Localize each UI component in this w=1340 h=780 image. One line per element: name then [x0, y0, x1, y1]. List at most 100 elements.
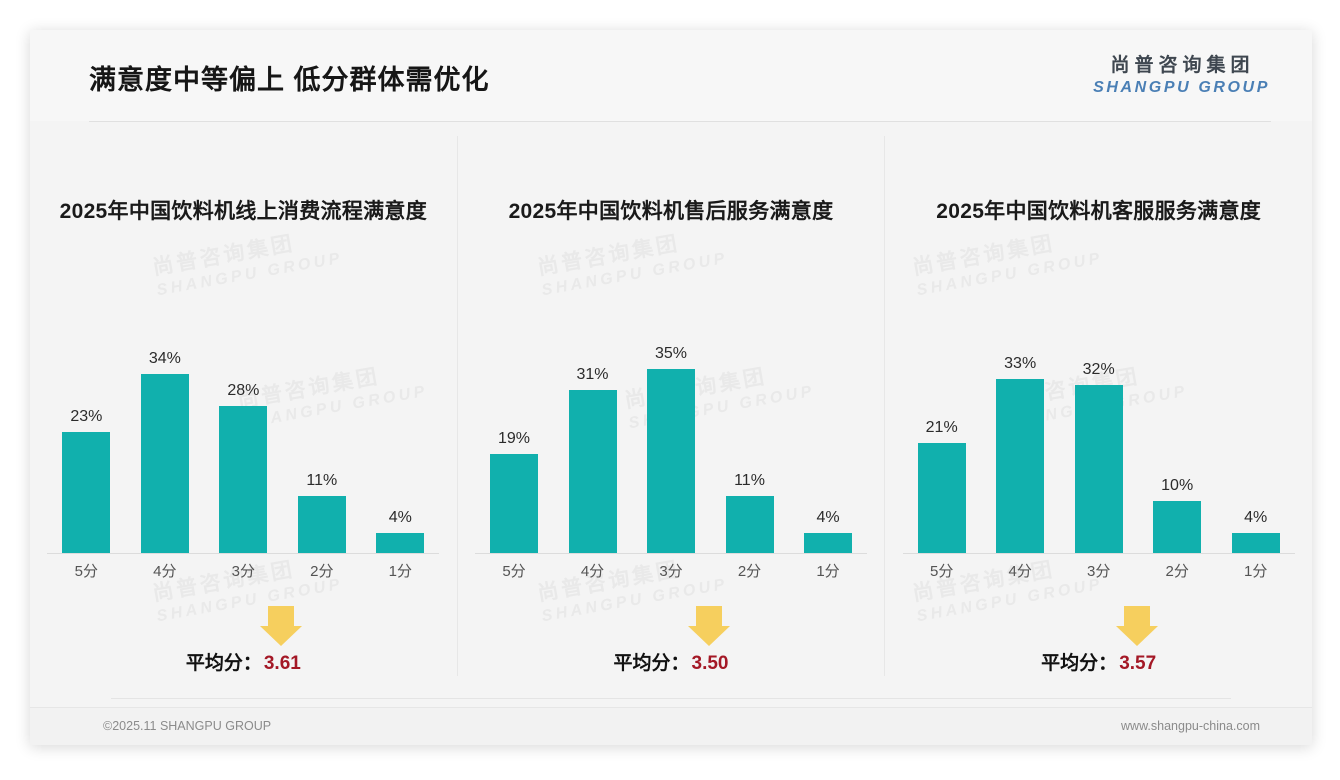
- footer-copyright: ©2025.11 SHANGPU GROUP: [103, 719, 272, 733]
- bar-item[interactable]: 4%: [367, 308, 433, 554]
- chart-plot: 19% 31% 35% 11%: [475, 308, 867, 554]
- x-axis-line: [902, 553, 1295, 554]
- bar-item[interactable]: 4%: [1223, 308, 1289, 554]
- chart-panel-customer-service: 2025年中国饮料机客服服务满意度 21% 33% 32%: [884, 136, 1312, 676]
- x-tick-label: 1分: [388, 563, 412, 580]
- bar[interactable]: [1153, 501, 1202, 554]
- chart-plot: 23% 34% 28% 11%: [47, 308, 440, 554]
- brand-logo-cn: 尚普咨询集团: [1110, 55, 1255, 76]
- bar-series: 21% 33% 32% 10%: [903, 308, 1295, 554]
- x-tick-label: 4分: [153, 563, 177, 580]
- x-axis-line: [475, 553, 867, 554]
- bar[interactable]: [490, 454, 538, 554]
- chart-title: 2025年中国饮料机售后服务满意度: [508, 200, 834, 223]
- chart-panel-online-process: 2025年中国饮料机线上消费流程满意度 23% 34% 28%: [30, 136, 457, 676]
- bar-item[interactable]: 31%: [560, 308, 626, 554]
- bar-value-label: 10%: [1161, 477, 1194, 494]
- arrow-row: [78, 604, 408, 648]
- bar-value-label: 23%: [70, 408, 103, 425]
- x-axis-labels: 5分 4分 3分 2分 1分: [475, 560, 867, 581]
- charts-row: 2025年中国饮料机线上消费流程满意度 23% 34% 28%: [30, 136, 1312, 676]
- x-tick-label: 3分: [1087, 563, 1111, 580]
- x-axis-line: [47, 553, 440, 554]
- x-axis-labels: 5分 4分 3分 2分 1分: [47, 560, 439, 581]
- bar-value-label: 35%: [654, 345, 688, 362]
- header-divider: [89, 121, 1271, 122]
- bar-item[interactable]: 33%: [987, 308, 1053, 554]
- bar-item[interactable]: 21%: [909, 308, 975, 554]
- page-title: 满意度中等偏上 低分群体需优化: [89, 65, 490, 95]
- x-tick-label: 4分: [580, 563, 605, 580]
- bar[interactable]: [568, 390, 617, 554]
- bar[interactable]: [917, 443, 966, 554]
- arrow-row: [934, 604, 1264, 648]
- bar-item[interactable]: 4%: [795, 308, 861, 554]
- bar-item[interactable]: 19%: [481, 308, 547, 554]
- bar-item[interactable]: 35%: [638, 308, 704, 554]
- average-score-text: 平均分： 3.50: [506, 648, 836, 675]
- bar-value-label: 33%: [1004, 355, 1037, 372]
- slide-footer: ©2025.11 SHANGPU GROUP www.shangpu-china…: [30, 707, 1312, 745]
- average-annotation: 平均分： 3.57: [934, 604, 1264, 675]
- x-tick-label: 5分: [930, 563, 954, 580]
- bar-value-label: 11%: [306, 472, 338, 489]
- average-score-label: 平均分：: [185, 653, 262, 674]
- x-tick-label: 3分: [659, 563, 683, 580]
- bar[interactable]: [996, 379, 1045, 554]
- average-score-value: 3.61: [263, 653, 301, 674]
- x-tick-label: 5分: [502, 563, 526, 580]
- chart-title: 2025年中国饮料机客服服务满意度: [936, 200, 1262, 223]
- bar-item[interactable]: 11%: [289, 308, 355, 554]
- bar[interactable]: [804, 533, 852, 554]
- note-divider: [111, 698, 1231, 699]
- arrow-row: [506, 604, 836, 648]
- average-score-label: 平均分：: [613, 653, 690, 674]
- bar[interactable]: [1231, 533, 1280, 554]
- bar-item[interactable]: 11%: [717, 308, 783, 554]
- bar-value-label: 4%: [816, 509, 840, 526]
- bar[interactable]: [297, 496, 346, 554]
- bar-item[interactable]: 34%: [132, 308, 198, 554]
- average-score-value: 3.57: [1119, 653, 1157, 674]
- average-score-text: 平均分： 3.61: [78, 648, 408, 675]
- bar[interactable]: [219, 406, 268, 554]
- x-tick-label: 2分: [310, 563, 334, 580]
- chart-title: 2025年中国饮料机线上消费流程满意度: [59, 200, 428, 223]
- bar[interactable]: [140, 374, 189, 554]
- bar-item[interactable]: 10%: [1144, 308, 1210, 554]
- x-tick-label: 2分: [1165, 563, 1189, 580]
- x-tick-label: 5分: [74, 563, 98, 580]
- brand-logo-en: SHANGPU GROUP: [1093, 78, 1270, 96]
- bar[interactable]: [725, 496, 774, 554]
- bar[interactable]: [1074, 385, 1123, 554]
- bar-value-label: 4%: [1244, 509, 1268, 526]
- down-arrow-icon: [260, 606, 303, 646]
- x-axis-labels: 5分 4分 3分 2分 1分: [903, 560, 1295, 581]
- bar-value-label: 28%: [227, 382, 260, 399]
- footer-website[interactable]: www.shangpu-china.com: [1121, 719, 1260, 733]
- bar-value-label: 21%: [925, 419, 958, 436]
- bar[interactable]: [647, 369, 695, 554]
- down-arrow-icon: [1115, 606, 1158, 646]
- slide-header: 满意度中等偏上 低分群体需优化 尚普咨询集团 SHANGPU GROUP: [30, 30, 1312, 121]
- bar-value-label: 34%: [148, 350, 181, 367]
- x-tick-label: 1分: [816, 563, 840, 580]
- average-annotation: 平均分： 3.61: [78, 604, 408, 675]
- bar-value-label: 4%: [388, 509, 412, 526]
- brand-logo: 尚普咨询集团 SHANGPU GROUP: [1090, 54, 1270, 97]
- bar-series: 23% 34% 28% 11%: [47, 308, 439, 554]
- bar-item[interactable]: 23%: [53, 308, 119, 554]
- bar-value-label: 19%: [497, 430, 531, 447]
- down-arrow-icon: [688, 606, 730, 646]
- bar-series: 19% 31% 35% 11%: [475, 308, 867, 554]
- bar-value-label: 32%: [1082, 361, 1115, 378]
- bar-item[interactable]: 32%: [1066, 308, 1132, 554]
- bar[interactable]: [376, 533, 425, 554]
- x-tick-label: 4分: [1008, 563, 1032, 580]
- chart-plot: 21% 33% 32% 10%: [902, 308, 1295, 554]
- bar-item[interactable]: 28%: [210, 308, 276, 554]
- bar-value-label: 11%: [734, 472, 765, 489]
- bar[interactable]: [62, 432, 111, 554]
- average-score-text: 平均分： 3.57: [934, 648, 1264, 675]
